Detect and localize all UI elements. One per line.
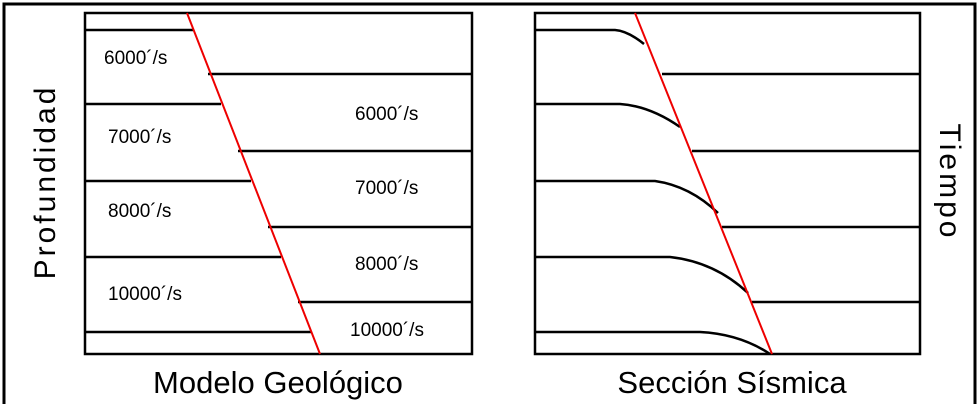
layer-boundaries [85, 28, 472, 334]
velocity-label: 10000´/s [350, 320, 424, 341]
velocity-label: 6000´/s [104, 48, 167, 69]
velocity-label: 7000´/s [355, 178, 418, 199]
panel-caption: Modelo Geológico [153, 365, 403, 400]
velocity-label: 10000´/s [108, 284, 182, 305]
panel-frame [533, 11, 922, 356]
seismic-section: Sección Sísmica [533, 11, 922, 400]
panel-frame [83, 11, 474, 356]
fault-line [634, 12, 773, 355]
velocity-label: 8000´/s [355, 254, 418, 275]
time-label: Tiempo [933, 124, 966, 241]
geologic-model: 6000´/s 7000´/s 8000´/s 10000´/s 6000´/s… [83, 11, 474, 400]
velocity-label: 8000´/s [108, 201, 171, 222]
velocity-label: 6000´/s [355, 104, 418, 125]
panel-caption: Sección Sísmica [617, 365, 847, 400]
fault-line [186, 12, 321, 355]
depth-label: Profundidad [29, 85, 62, 280]
reflectors [535, 28, 920, 356]
velocity-label: 7000´/s [108, 127, 171, 148]
